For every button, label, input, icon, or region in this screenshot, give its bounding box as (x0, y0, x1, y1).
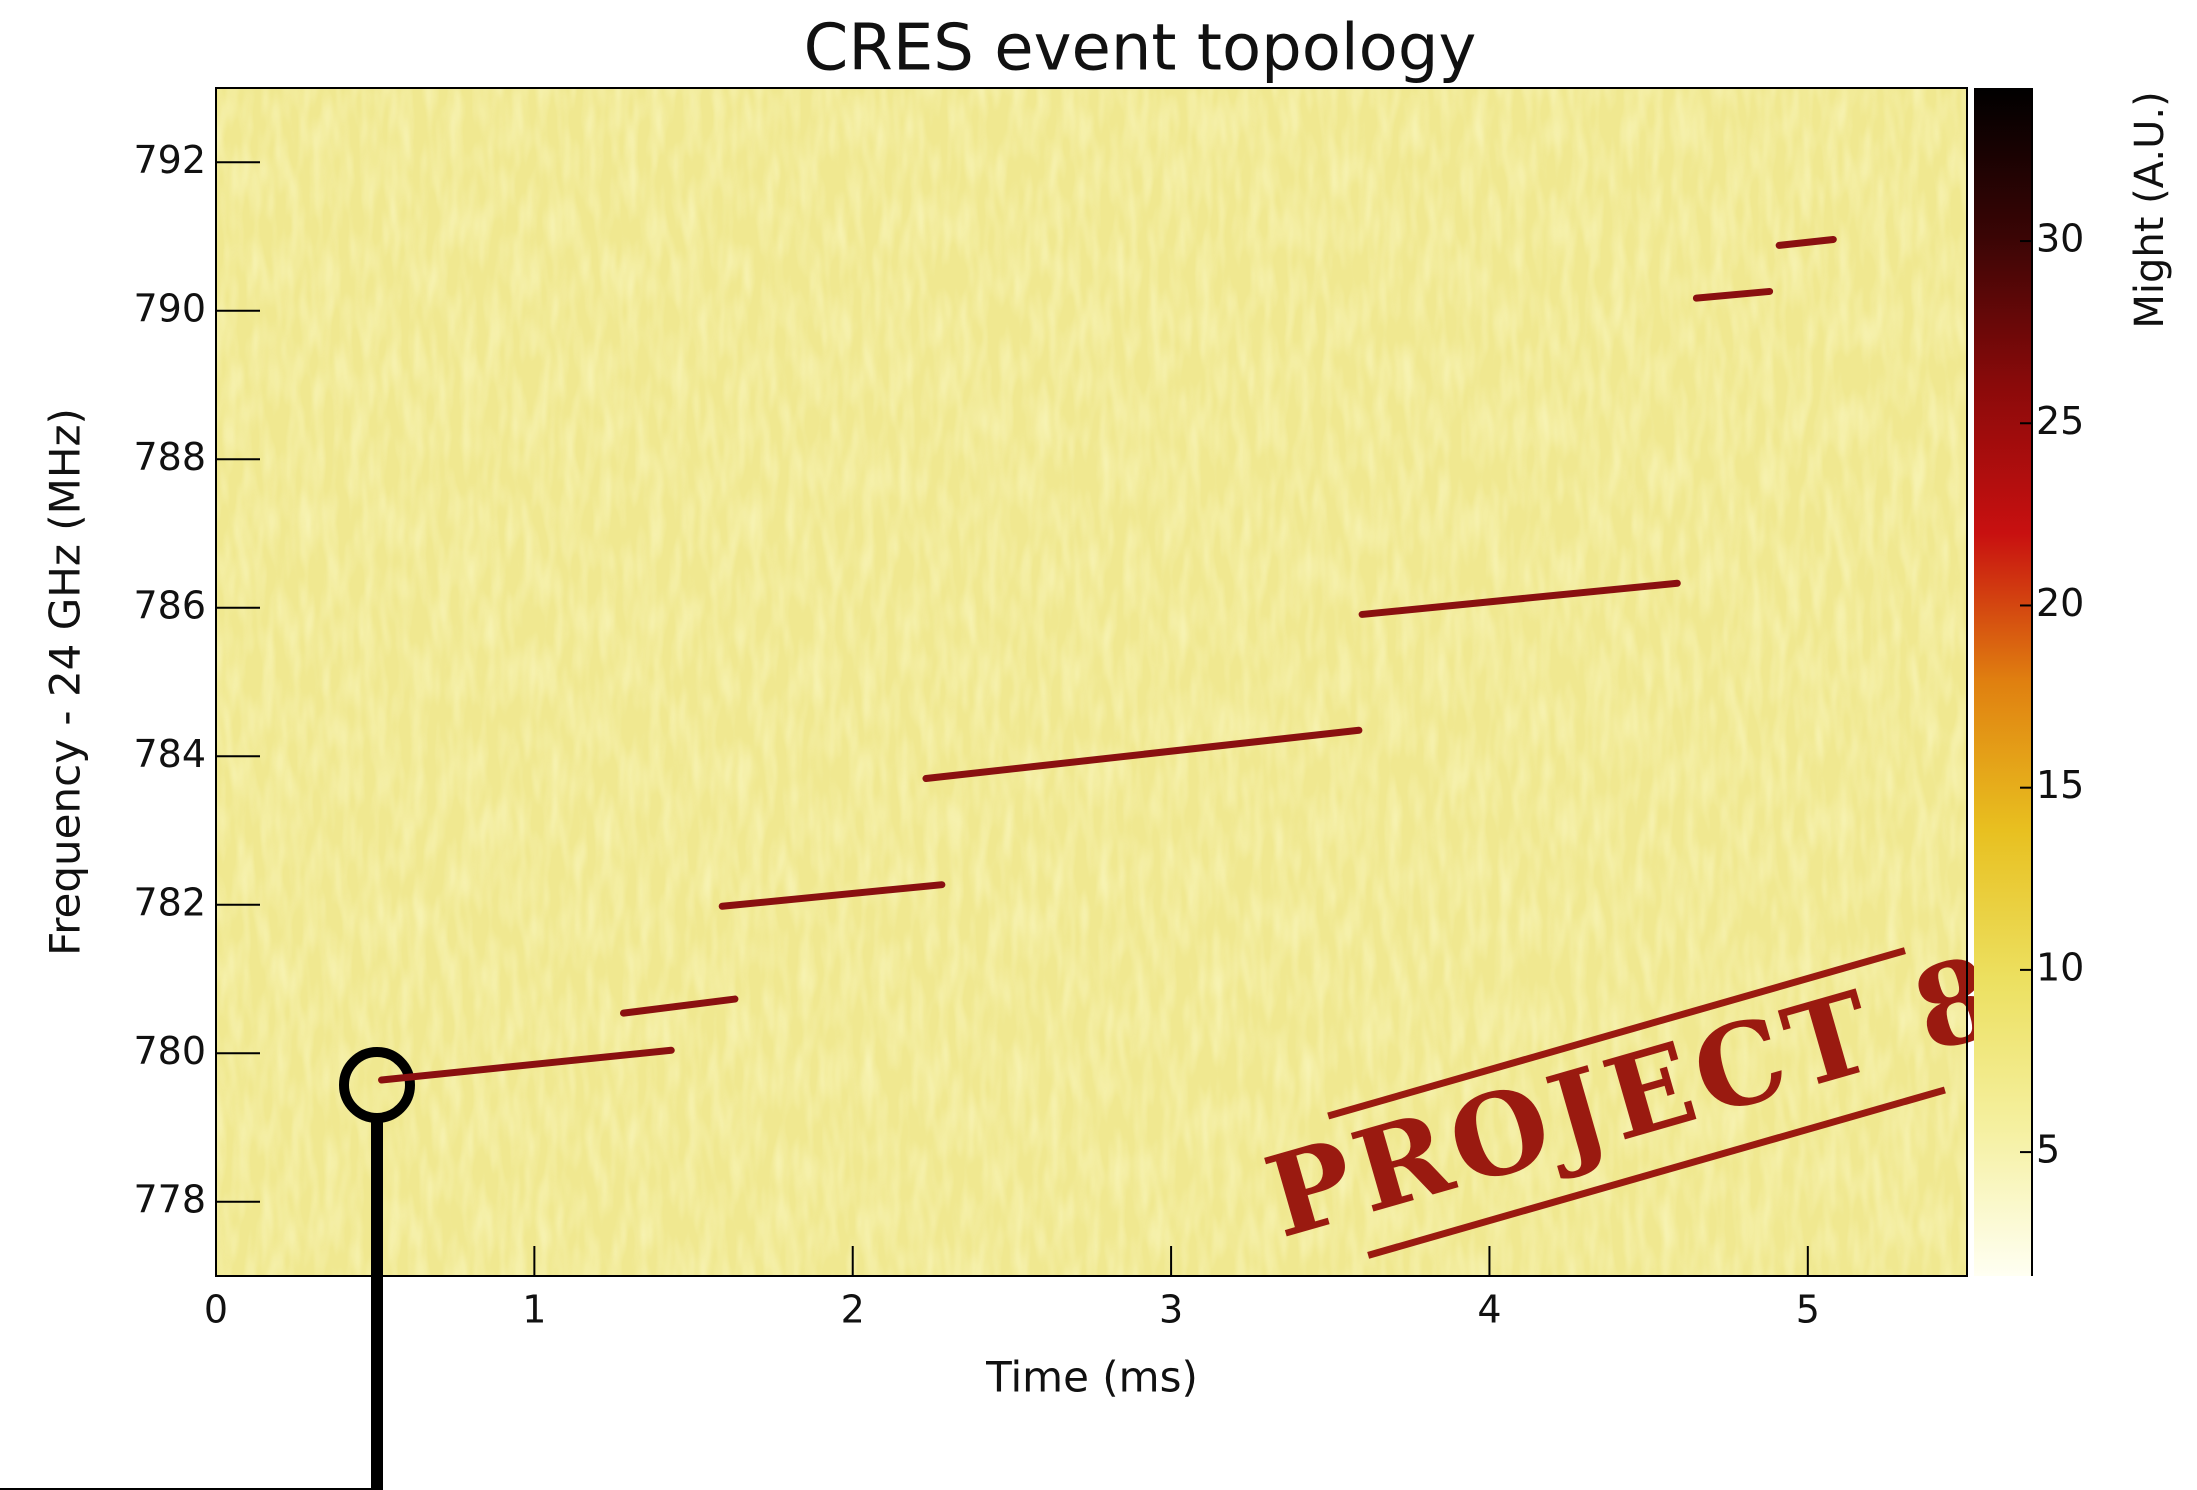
track (922, 726, 1363, 783)
y-tick-label: 788 (133, 435, 206, 479)
colorbar (1974, 88, 2032, 1276)
colorbar-tick-label: 10 (2036, 945, 2084, 989)
stamp-rule (1367, 1086, 1946, 1259)
x-tick-label: 3 (1159, 1288, 1183, 1332)
noise-texture (216, 88, 1967, 1276)
y-tick-label: 792 (133, 138, 206, 182)
colorbar-tick-label: 30 (2036, 217, 2084, 261)
colorbar-tick-label: 20 (2036, 581, 2084, 625)
x-axis-label: Time (ms) (985, 1353, 1198, 1402)
x-tick-label: 5 (1796, 1288, 1820, 1332)
x-tick-label: 2 (841, 1288, 865, 1332)
track (1775, 235, 1837, 249)
track (718, 881, 946, 910)
stamp-rule (1327, 947, 1906, 1120)
track (620, 995, 739, 1017)
y-tick-label: 780 (133, 1029, 206, 1073)
plot-frame (215, 87, 1968, 1277)
y-axis-label: Frequency - 24 GHz (MHz) (41, 408, 90, 956)
callout-line (0, 1118, 383, 1490)
y-tick-label: 778 (133, 1177, 206, 1221)
colorbar-label: Might (A.U.) (2127, 91, 2173, 328)
chart-title: CRES event topology (804, 12, 1477, 86)
y-tick-label: 782 (133, 880, 206, 924)
x-tick-label: 0 (204, 1288, 228, 1332)
colorbar-tick-label: 15 (2036, 763, 2084, 807)
x-tick-label: 1 (522, 1288, 546, 1332)
colorbar-tick-label: 25 (2036, 399, 2084, 443)
track (1358, 579, 1681, 618)
y-tick-label: 790 (133, 286, 206, 330)
y-tick-label: 786 (133, 583, 206, 627)
x-tick-label: 4 (1477, 1288, 1501, 1332)
y-tick-label: 784 (133, 732, 206, 776)
track (378, 1046, 675, 1084)
colorbar-tick-label: 5 (2036, 1128, 2060, 1172)
track (1692, 287, 1774, 302)
